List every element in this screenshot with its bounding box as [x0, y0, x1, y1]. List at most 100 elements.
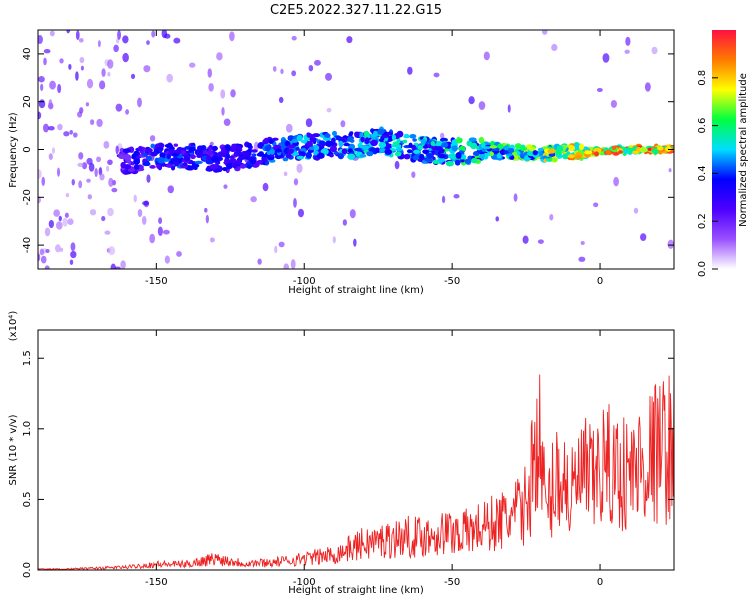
- heatmap-cell: [142, 152, 148, 157]
- heatmap-cell: [137, 209, 143, 218]
- heatmap-cell: [123, 164, 132, 170]
- heatmap-cell: [157, 157, 165, 164]
- heatmap-cell: [67, 218, 74, 226]
- heatmap-cell: [280, 68, 284, 75]
- heatmap-cell: [207, 68, 213, 78]
- heatmap-cell: [223, 184, 228, 189]
- heatmap-cell: [511, 151, 518, 156]
- heatmap-cell: [271, 137, 279, 141]
- heatmap-cell: [489, 151, 494, 157]
- heatmap-cell: [602, 53, 610, 63]
- x-tick-label: -50: [444, 577, 460, 588]
- heatmap-cell: [386, 131, 393, 136]
- heatmap-cell: [483, 51, 490, 61]
- heatmap-cell: [342, 219, 347, 226]
- heatmap-cell: [440, 132, 445, 139]
- heatmap-cell: [278, 96, 284, 104]
- heatmap-cell: [107, 207, 114, 217]
- heatmap-cell: [455, 152, 462, 159]
- heatmap-cell: [107, 71, 111, 77]
- heatmap-cell: [49, 30, 55, 37]
- heatmap-cell: [278, 241, 285, 248]
- heatmap-cell: [430, 141, 436, 147]
- colorbar-tick-label: 0.4: [697, 165, 708, 181]
- heatmap-cell: [115, 103, 123, 112]
- heatmap-cell: [359, 154, 367, 158]
- heatmap-cell: [437, 158, 446, 163]
- heatmap-cell: [297, 208, 305, 218]
- heatmap-cell: [40, 255, 47, 264]
- heatmap-cell: [574, 142, 581, 150]
- heatmap-cell: [167, 185, 175, 194]
- heatmap-cell: [86, 78, 94, 89]
- heatmap-cell: [291, 35, 297, 41]
- heatmap-cell: [54, 244, 61, 253]
- heatmap-cell: [290, 259, 296, 269]
- heatmap-cell: [48, 153, 53, 160]
- heatmap-cell: [507, 104, 511, 113]
- heatmap-cell: [329, 153, 334, 158]
- heatmap-cell: [454, 159, 461, 166]
- heatmap-cell: [551, 157, 558, 163]
- heatmap-cell: [435, 140, 443, 146]
- heatmap-cell: [574, 155, 582, 160]
- x-tick-label: -50: [444, 276, 460, 287]
- heatmap-cell: [204, 207, 208, 213]
- heatmap-cell: [47, 125, 55, 131]
- heatmap-cell: [299, 151, 306, 156]
- heatmap-cell: [668, 168, 672, 173]
- heatmap-cell: [314, 59, 321, 66]
- heatmap-cell: [329, 145, 338, 153]
- heatmap-cell: [146, 174, 151, 183]
- heatmap-cell: [532, 150, 538, 156]
- heatmap-cell: [80, 65, 84, 71]
- heatmap-cell: [38, 253, 41, 262]
- heatmap-cell: [158, 143, 164, 148]
- heatmap-cell: [38, 111, 42, 120]
- colorbar-tick-label: 0.2: [697, 213, 708, 229]
- heatmap-cell: [408, 142, 413, 149]
- heatmap-cell: [210, 237, 215, 243]
- heatmap-cell: [71, 178, 75, 186]
- heatmap-cell: [103, 140, 110, 149]
- heatmap-cell: [110, 263, 117, 269]
- heatmap-cell: [624, 49, 630, 54]
- heatmap-cell: [639, 147, 648, 153]
- heatmap-cell: [122, 148, 131, 154]
- heatmap-cell: [114, 266, 122, 269]
- x-tick-label: 0: [597, 276, 603, 287]
- heatmap-cell: [188, 146, 196, 152]
- heatmap-cell: [141, 215, 147, 225]
- heatmap-cell: [384, 149, 393, 156]
- heatmap-cell: [43, 48, 51, 54]
- heatmap-cell: [537, 147, 544, 152]
- heatmap-cell: [349, 209, 356, 219]
- heatmap-cell: [89, 209, 97, 216]
- heatmap-cell: [269, 148, 275, 155]
- heatmap-cell: [183, 155, 191, 162]
- heatmap-cell: [48, 219, 54, 229]
- heatmap-cell: [113, 44, 119, 53]
- heatmap-cell: [243, 150, 252, 157]
- heatmap-cell: [121, 151, 126, 156]
- heatmap-cell: [274, 245, 278, 254]
- heatmap-cell: [324, 140, 333, 147]
- heatmap-cell: [44, 265, 50, 269]
- heatmap-cell: [413, 149, 421, 154]
- colorbar-label: Normalized spectral amplitude: [738, 73, 749, 227]
- snr-y-ticks: 0.0 0.5 1.0 1.5: [22, 350, 674, 578]
- heatmap-cell: [593, 202, 599, 208]
- heatmap-cell: [507, 147, 515, 154]
- heatmap-cell: [142, 161, 151, 167]
- heatmap-cell: [262, 182, 269, 192]
- heatmap-cell: [223, 118, 231, 126]
- heatmap-cell: [143, 65, 151, 73]
- heatmap-cell: [605, 149, 611, 156]
- heatmap-cell: [209, 164, 218, 170]
- heatmap-cell: [55, 221, 63, 230]
- heatmap-cell: [347, 148, 353, 153]
- heatmap-cell: [338, 140, 344, 148]
- heatmap-cell: [618, 150, 623, 154]
- heatmap-cell: [72, 132, 78, 138]
- heatmap-cell: [250, 158, 257, 165]
